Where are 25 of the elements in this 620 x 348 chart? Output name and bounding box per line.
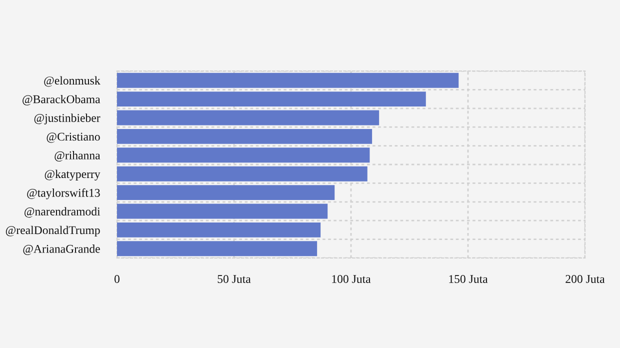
bar — [117, 166, 368, 182]
y-tick-label: @katyperry — [44, 170, 100, 180]
y-tick-label: @Cristiano — [46, 132, 100, 143]
x-tick-label: 100 Juta — [332, 275, 371, 283]
y-tick-label: @BarackObama — [22, 94, 100, 106]
x-tick-label: 200 Juta — [566, 275, 605, 283]
y-tick-label: @realDonaldTrump — [6, 226, 100, 237]
x-tick-label: 150 Juta — [449, 275, 488, 283]
bar — [117, 92, 426, 107]
bar — [117, 204, 328, 219]
bar — [117, 241, 318, 256]
bar — [117, 110, 380, 126]
y-tick-label: @ArianaGrande — [23, 244, 100, 255]
y-tick-label: @justinbieber — [34, 114, 100, 124]
y-tick-label: @rihanna — [54, 151, 100, 162]
x-tick-label: 0 — [114, 275, 120, 283]
bar — [117, 72, 459, 88]
bar — [117, 148, 370, 163]
x-tick-label: 50 Juta — [218, 275, 251, 283]
y-tick-label: @elonmusk — [44, 76, 100, 87]
y-tick-label: @taylorswift13 — [27, 188, 100, 200]
bar — [117, 222, 321, 238]
bar — [117, 128, 372, 144]
bar — [117, 185, 335, 200]
y-tick-label: @narendramodi — [24, 207, 100, 218]
